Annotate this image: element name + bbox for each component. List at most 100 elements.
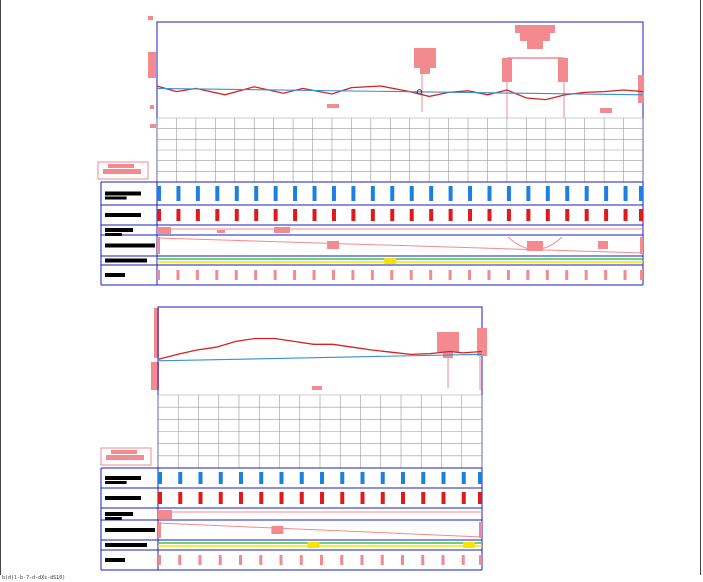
station-mark-small (340, 555, 344, 565)
station-mark-small (584, 270, 588, 280)
legend-box (97, 161, 149, 180)
annotation-block (600, 108, 612, 113)
row-label (105, 233, 122, 236)
station-mark-small (448, 270, 452, 280)
station-mark-blue (390, 186, 395, 201)
station-mark-small (468, 270, 472, 280)
row-label (105, 196, 127, 200)
station-mark-blue (461, 472, 466, 484)
row-label (105, 228, 133, 232)
band-marker (384, 258, 397, 264)
annotation-block (443, 350, 453, 358)
station-mark-blue (218, 472, 223, 484)
side-marker (154, 350, 158, 358)
station-mark-small (320, 555, 323, 565)
annotation-block (527, 41, 543, 49)
station-mark-red (279, 492, 284, 504)
station-mark-red (176, 209, 181, 221)
station-mark-red (178, 492, 183, 504)
station-mark-blue (360, 472, 365, 484)
station-mark-red (218, 492, 223, 504)
curve-element (157, 227, 171, 234)
annotation-block (638, 75, 644, 103)
station-mark-red (584, 209, 589, 221)
row-label (105, 191, 141, 196)
station-mark-red (157, 209, 161, 221)
ground-profile-line (157, 337, 483, 361)
station-mark-red (526, 209, 531, 221)
station-mark-red (312, 209, 317, 221)
station-mark-blue (604, 186, 609, 201)
station-mark-small (461, 555, 465, 565)
station-mark-small (487, 270, 491, 280)
station-mark-small (279, 555, 283, 565)
station-mark-small (293, 270, 297, 280)
station-mark-blue (157, 186, 161, 201)
annotation-block (520, 33, 550, 41)
station-mark-blue (639, 186, 643, 201)
row-label (105, 558, 125, 562)
annotation-block (558, 58, 568, 82)
station-mark-small (640, 270, 643, 280)
profile-frame (156, 21, 644, 183)
station-mark-red (478, 492, 482, 504)
station-mark-blue (401, 472, 405, 484)
slope-line (157, 522, 483, 538)
station-mark-blue (331, 186, 336, 201)
station-mark-red (380, 492, 385, 504)
station-mark-red (448, 209, 453, 221)
slope-label-block (327, 241, 340, 249)
curve-element (274, 227, 290, 233)
station-mark-blue (320, 472, 324, 484)
legend-symbol (111, 450, 137, 454)
station-mark-blue (340, 472, 345, 484)
station-mark-blue (279, 472, 284, 484)
band-marker (307, 542, 320, 548)
station-mark-red (239, 492, 243, 504)
station-mark-blue (545, 186, 550, 201)
station-mark-small (441, 555, 445, 565)
station-mark-red (198, 492, 203, 504)
station-mark-small (259, 555, 263, 565)
station-mark-blue (623, 186, 628, 201)
station-mark-red (461, 492, 466, 504)
station-mark-blue (421, 472, 426, 484)
annotation-block (515, 25, 555, 33)
station-mark-small (273, 270, 277, 280)
station-mark-blue (370, 186, 375, 201)
annotation-block (312, 386, 322, 390)
station-mark-red (409, 209, 414, 221)
station-mark-blue (198, 472, 203, 484)
station-mark-red (254, 209, 259, 221)
station-mark-blue (380, 472, 385, 484)
annotation-block (502, 58, 512, 82)
station-mark-small (526, 270, 530, 280)
row-label (105, 213, 141, 217)
station-mark-small (604, 270, 608, 280)
station-mark-red (441, 492, 446, 504)
station-mark-blue (409, 186, 414, 201)
slope-label-block (271, 526, 284, 534)
station-mark-small (380, 555, 384, 565)
design-grade-line (157, 353, 483, 362)
station-mark-blue (195, 186, 200, 201)
station-mark-small (506, 270, 510, 280)
slope-break (157, 237, 160, 254)
side-marker (150, 124, 156, 128)
design-grade-line (156, 87, 644, 96)
ground-profile-line (156, 85, 644, 101)
station-mark-red (506, 209, 511, 221)
band-marker (463, 542, 476, 548)
station-mark-red (401, 492, 405, 504)
row-label (105, 528, 155, 532)
station-mark-blue (254, 186, 259, 201)
station-mark-blue (273, 186, 278, 201)
station-mark-blue (299, 472, 304, 484)
station-mark-small (158, 555, 161, 565)
curve-element (158, 510, 172, 519)
station-mark-blue (584, 186, 589, 201)
station-mark-blue (312, 186, 317, 201)
station-mark-red (565, 209, 570, 221)
side-marker (150, 105, 154, 109)
